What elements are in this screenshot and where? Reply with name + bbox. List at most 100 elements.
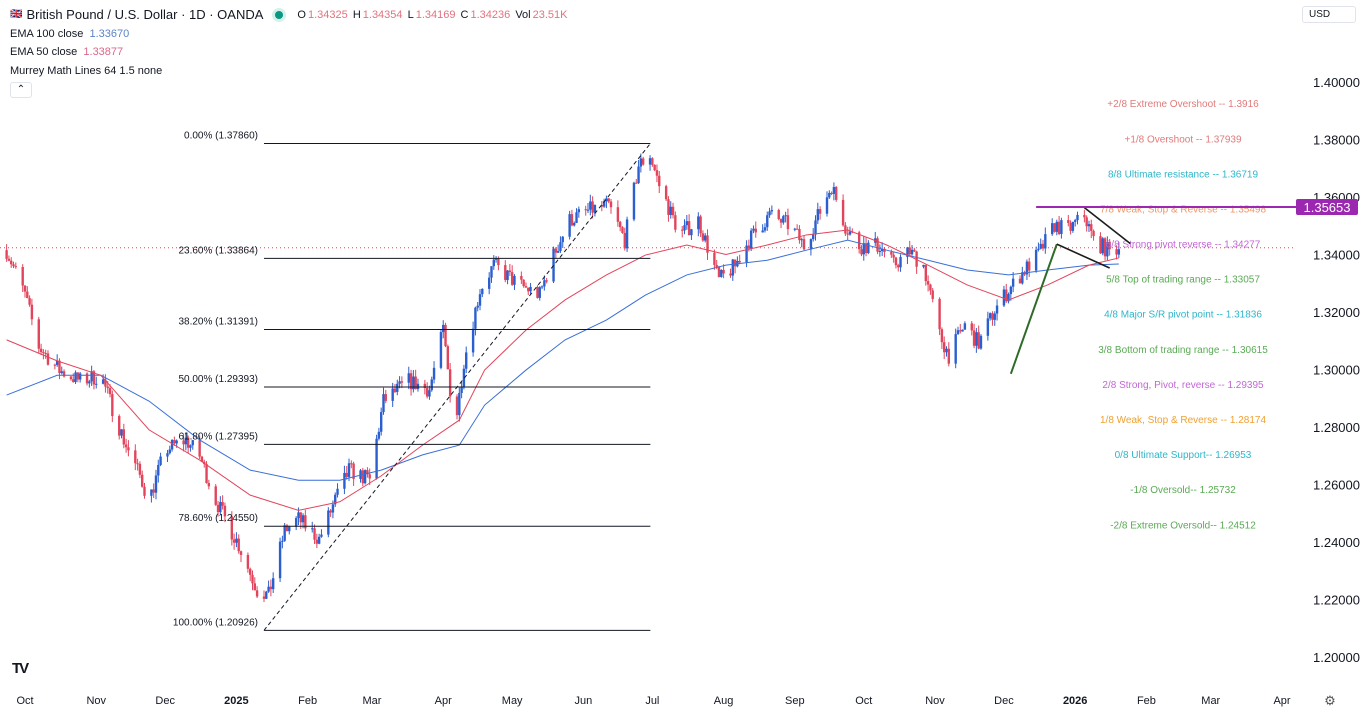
- candle-body: [492, 259, 495, 267]
- candle-body: [793, 228, 797, 230]
- candle-body: [336, 488, 339, 495]
- candle-body: [345, 472, 348, 477]
- candle-body: [271, 578, 275, 590]
- indicator-ema50[interactable]: EMA 50 close 1.33877: [10, 43, 568, 62]
- candle-body: [294, 518, 298, 527]
- candle-body: [584, 209, 587, 211]
- candle-body: [150, 489, 153, 496]
- candle-body: [251, 574, 254, 584]
- x-tick-label: 2026: [1063, 695, 1087, 707]
- candle-body: [232, 539, 236, 543]
- candle-body: [809, 239, 813, 250]
- candle-body: [39, 348, 43, 353]
- murrey-level-label: 2/8 Strong, Pivot, reverse -- 1.29395: [1102, 380, 1264, 391]
- candle-body: [46, 353, 50, 365]
- candle-body: [658, 175, 661, 187]
- candle-body: [538, 287, 541, 298]
- y-tick-label: 1.38000: [1313, 133, 1360, 148]
- candle-body: [625, 219, 629, 249]
- murrey-level-label: 1/8 Weak, Stop & Reverse -- 1.28174: [1100, 415, 1266, 426]
- candle-body: [784, 215, 787, 217]
- candle-body: [731, 259, 734, 276]
- candle-body: [432, 367, 436, 380]
- candle-body: [400, 381, 404, 383]
- x-tick-label: 2025: [224, 695, 248, 707]
- candle-body: [929, 284, 932, 291]
- candle-body: [377, 431, 381, 439]
- candle-body: [205, 464, 208, 484]
- candle-body: [876, 238, 879, 252]
- candle-body: [78, 373, 82, 380]
- candle-body: [648, 158, 652, 165]
- flag-icon: 🇬🇧: [10, 9, 23, 20]
- candle-body: [476, 305, 479, 308]
- symbol-row[interactable]: 🇬🇧 British Pound / U.S. Dollar · 1D · OA…: [10, 6, 568, 25]
- candle-body: [828, 192, 831, 198]
- candle-body: [223, 505, 227, 517]
- gear-icon[interactable]: ⚙: [1324, 693, 1336, 708]
- candle-body: [513, 275, 516, 285]
- indicator-ema100[interactable]: EMA 100 close 1.33670: [10, 25, 568, 44]
- candle-body: [609, 201, 613, 208]
- candle-body: [74, 372, 77, 383]
- candle-body: [442, 324, 445, 333]
- candle-body: [159, 456, 162, 465]
- chevron-up-icon[interactable]: ⌃: [10, 82, 32, 98]
- candle-body: [635, 182, 638, 184]
- candle-body: [425, 388, 429, 397]
- candle-body: [1108, 242, 1111, 250]
- candle-body: [1028, 261, 1031, 271]
- candle-body: [522, 279, 525, 287]
- candle-body: [1021, 272, 1024, 284]
- candle-body: [864, 243, 868, 254]
- x-tick-label: Jul: [645, 695, 659, 707]
- candle-body: [527, 287, 530, 292]
- tradingview-logo[interactable]: TV: [12, 660, 29, 677]
- fib-level-label: 78.60% (1.24550): [178, 513, 258, 524]
- y-tick-label: 1.32000: [1313, 305, 1360, 320]
- x-tick-label: Mar: [363, 695, 382, 707]
- candle-body: [191, 440, 194, 446]
- candle-body: [1099, 236, 1102, 254]
- candle-body: [844, 225, 847, 234]
- candle-body: [894, 257, 898, 266]
- candle-body: [970, 323, 973, 331]
- candle-body: [497, 258, 500, 266]
- indicator-murrey[interactable]: Murrey Math Lines 64 1.5 none: [10, 62, 568, 81]
- candle-body: [986, 318, 990, 336]
- candle-body: [639, 158, 643, 167]
- candle-body: [481, 288, 484, 295]
- candle-body: [961, 329, 964, 332]
- candle-body: [880, 248, 884, 252]
- candle-body: [651, 158, 654, 165]
- candle-body: [906, 247, 909, 257]
- candle-body: [460, 386, 463, 393]
- candle-body: [55, 360, 59, 365]
- market-open-icon: [275, 11, 284, 20]
- candle-body: [768, 211, 771, 216]
- candle-body: [857, 232, 861, 250]
- candle-body: [350, 463, 353, 465]
- candle-body: [979, 335, 983, 349]
- candle-body: [674, 215, 677, 230]
- candle-body: [897, 265, 900, 268]
- candle-body: [540, 286, 544, 288]
- candle-body: [956, 330, 960, 335]
- indicator-value: 1.33877: [83, 46, 124, 58]
- volume-value: 23.51K: [532, 9, 568, 21]
- candle-body: [1018, 278, 1022, 284]
- candle-body: [687, 221, 691, 236]
- candle-body: [988, 313, 992, 319]
- candle-body: [186, 437, 190, 448]
- candle-body: [138, 463, 142, 475]
- candle-body: [1076, 214, 1079, 221]
- candle-body: [508, 270, 512, 273]
- candle-body: [1053, 223, 1056, 232]
- candle-body: [556, 251, 560, 253]
- candle-body: [297, 512, 300, 519]
- candle-body: [504, 265, 507, 280]
- x-tick-label: Dec: [994, 695, 1014, 707]
- currency-select[interactable]: USD: [1302, 6, 1356, 23]
- candle-body: [690, 229, 693, 236]
